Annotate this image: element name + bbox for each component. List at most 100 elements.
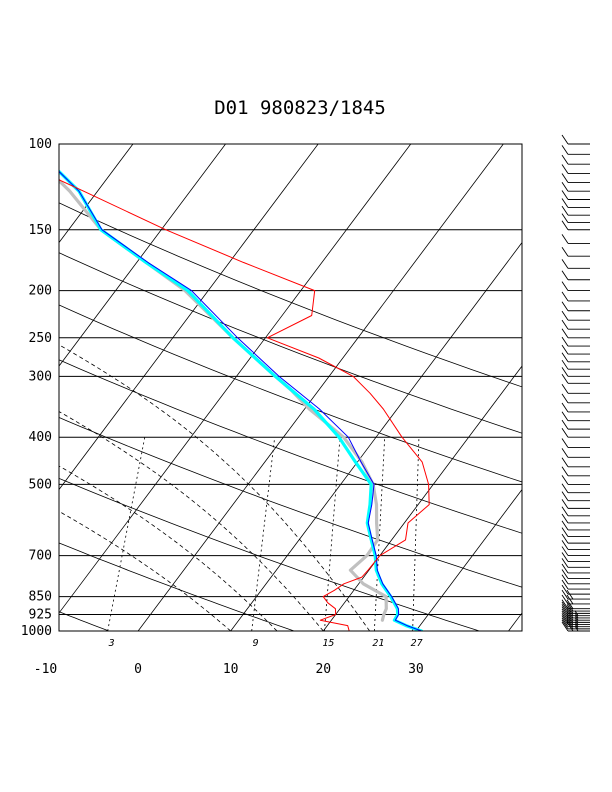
isotherm-line xyxy=(59,144,412,614)
wind-barb xyxy=(561,520,590,531)
pressure-tick-label: 400 xyxy=(29,430,52,445)
wind-barb-feather xyxy=(561,367,569,377)
wind-barb-feather xyxy=(561,384,569,394)
wind-barb xyxy=(561,475,590,485)
dry-adiabat-line xyxy=(59,417,522,588)
background-grid xyxy=(59,144,522,631)
wind-barb xyxy=(561,310,590,321)
wind-barb xyxy=(561,291,590,302)
wind-barb-feather xyxy=(561,291,569,302)
isotherm-line xyxy=(415,488,522,631)
wind-barb-feather xyxy=(561,563,569,574)
wind-barb-feather xyxy=(561,520,569,531)
plot-frame xyxy=(58,143,523,632)
wind-barb xyxy=(561,154,590,165)
wind-barb xyxy=(561,513,590,524)
isotherm-line xyxy=(59,144,319,491)
wind-barb xyxy=(561,344,590,355)
mixing-ratio-line xyxy=(412,437,420,631)
temperature-tick-label: 10 xyxy=(223,662,239,677)
wind-barb-feather xyxy=(561,419,569,430)
isotherm-line xyxy=(137,144,504,631)
wind-barb-feather xyxy=(561,499,569,509)
pressure-tick-label: 300 xyxy=(29,369,52,384)
wind-barb xyxy=(561,563,590,574)
isotherm-line xyxy=(59,144,134,244)
wind-barb xyxy=(561,499,590,509)
wind-barb xyxy=(561,448,590,458)
wind-barb-feather xyxy=(561,606,569,616)
wind-barb xyxy=(561,367,590,377)
mixing-ratio-label: 15 xyxy=(322,638,334,649)
wind-barb xyxy=(561,393,590,404)
wind-barb xyxy=(561,359,590,370)
wind-barb xyxy=(561,213,590,224)
wind-barb xyxy=(561,270,590,281)
pressure-tick-label: 925 xyxy=(29,608,52,623)
wind-barb xyxy=(561,457,590,468)
wind-barb xyxy=(561,134,590,145)
wind-barb-feather xyxy=(561,145,569,155)
wind-barb-feather xyxy=(561,438,569,448)
wind-barb-feather xyxy=(561,328,569,339)
temperature-tick-label: -10 xyxy=(34,662,57,677)
wind-barb xyxy=(561,173,590,184)
wind-barb xyxy=(561,281,590,292)
wind-barb-feather xyxy=(561,427,569,438)
wind-barb xyxy=(561,483,590,494)
mixing-ratio-label: 3 xyxy=(108,638,115,649)
wind-barb-feather xyxy=(561,352,569,363)
mixing-ratio-label: 27 xyxy=(411,638,423,649)
wind-barb xyxy=(561,164,590,175)
dry-adiabat-line xyxy=(59,304,522,483)
wind-barb xyxy=(561,466,590,477)
wind-barb xyxy=(561,402,590,413)
pressure-tick-label: 500 xyxy=(29,477,52,492)
wind-barb xyxy=(561,384,590,394)
wind-barb xyxy=(561,374,590,384)
pressure-tick-label: 250 xyxy=(29,331,52,346)
pressure-tick-label: 1000 xyxy=(21,624,52,639)
dry-adiabat-line xyxy=(59,252,522,434)
wind-barb xyxy=(561,584,590,595)
wind-barb-feather xyxy=(561,533,569,544)
wind-barb-feather xyxy=(561,599,569,609)
pressure-tick-label: 700 xyxy=(29,549,52,564)
wind-barb-feather xyxy=(561,259,569,269)
wind-barb xyxy=(561,533,590,544)
wind-barb xyxy=(561,328,590,339)
temperature-tick-label: 30 xyxy=(408,662,424,677)
wind-barb-feather xyxy=(561,374,569,384)
moist-adiabat-line xyxy=(59,344,370,631)
isotherm-line xyxy=(322,365,522,631)
pressure-tick-label: 200 xyxy=(29,284,52,299)
wind-barb xyxy=(561,181,590,192)
wind-barb-feather xyxy=(561,411,569,421)
wind-barb-feather xyxy=(561,558,569,568)
mixing-ratio-line xyxy=(251,437,276,631)
mixing-ratio-label: 9 xyxy=(253,638,259,649)
wind-barb-feather xyxy=(561,154,569,165)
wind-barb-feather xyxy=(561,173,569,183)
wind-barb xyxy=(561,558,590,568)
wind-barb xyxy=(561,540,590,550)
wind-barb xyxy=(561,301,590,312)
wind-barb-feather xyxy=(561,483,569,493)
wind-barb-feather xyxy=(561,552,569,562)
wind-barb xyxy=(561,491,590,502)
moist-adiabat-line xyxy=(59,465,278,631)
mixing-ratio-line xyxy=(107,437,146,631)
sounding-series xyxy=(59,169,430,631)
sounding-trace xyxy=(59,170,422,631)
wind-barb-feather xyxy=(561,393,569,404)
wind-barb-feather xyxy=(561,574,569,585)
wind-barb-feather xyxy=(561,613,569,623)
wind-barb-feather xyxy=(561,506,569,517)
mixing-ratio-label: 21 xyxy=(372,638,384,649)
wind-barb-feather xyxy=(561,594,569,605)
wind-barb xyxy=(561,411,590,422)
wind-barb-feather xyxy=(561,319,569,330)
dry-adiabat-line xyxy=(59,202,522,388)
